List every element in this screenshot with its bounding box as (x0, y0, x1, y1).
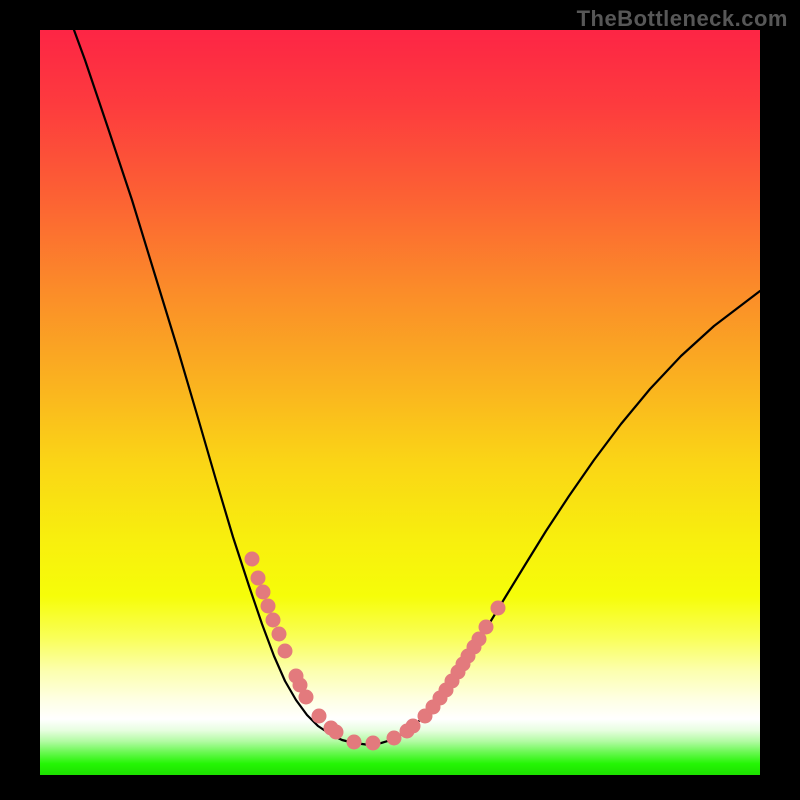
chart-frame: TheBottleneck.com (0, 0, 800, 800)
gradient-background (40, 30, 760, 775)
marker-dot (266, 613, 281, 628)
marker-dot (329, 725, 344, 740)
marker-dot (261, 599, 276, 614)
marker-dot (278, 644, 293, 659)
marker-dot (387, 731, 402, 746)
plot-svg (40, 30, 760, 775)
marker-dot (406, 719, 421, 734)
marker-dot (479, 620, 494, 635)
marker-dot (347, 735, 362, 750)
marker-dot (312, 709, 327, 724)
marker-dot (299, 690, 314, 705)
marker-dot (272, 627, 287, 642)
watermark-text: TheBottleneck.com (577, 6, 788, 32)
plot-area (40, 30, 760, 775)
marker-dot (366, 736, 381, 751)
marker-dot (245, 552, 260, 567)
marker-dot (491, 601, 506, 616)
marker-dot (256, 585, 271, 600)
marker-dot (251, 571, 266, 586)
